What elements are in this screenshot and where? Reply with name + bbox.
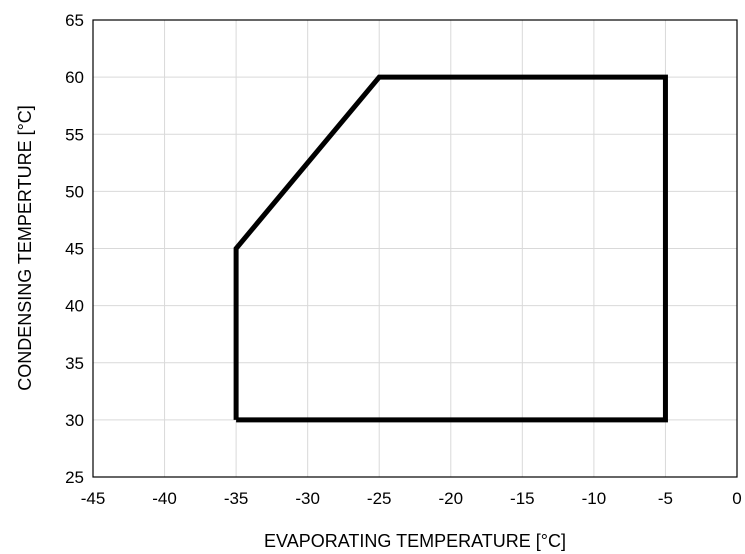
x-tick-label: -10 [582,489,607,508]
y-tick-label: 60 [65,68,84,87]
y-axis-title: CONDENSING TEMPERTURE [°C] [15,105,35,391]
y-tick-label: 55 [65,125,84,144]
y-tick-label: 40 [65,297,84,316]
x-tick-label: -45 [81,489,106,508]
x-tick-label: -5 [658,489,673,508]
y-tick-label: 45 [65,240,84,259]
x-tick-labels: -45 -40 -35 -30 -25 -20 -15 -10 -5 0 [81,489,742,508]
gridlines [92,19,738,478]
plot-area-border [92,19,738,478]
y-tick-label: 50 [65,182,84,201]
x-tick-label: -20 [438,489,463,508]
y-tick-label: 65 [65,11,84,30]
x-tick-label: -15 [510,489,535,508]
series-layer [233,74,668,423]
y-tick-label: 25 [65,468,84,487]
y-tick-labels: 25 30 35 40 45 50 55 60 65 [65,11,84,487]
x-tick-label: -35 [224,489,249,508]
x-tick-label: -40 [152,489,177,508]
y-tick-label: 35 [65,354,84,373]
y-tick-label: 30 [65,411,84,430]
x-tick-label: 0 [732,489,741,508]
x-axis-title: EVAPORATING TEMPERATURE [°C] [264,531,566,551]
x-tick-label: -25 [367,489,392,508]
operating-envelope-line [233,74,668,423]
x-tick-label: -30 [295,489,320,508]
